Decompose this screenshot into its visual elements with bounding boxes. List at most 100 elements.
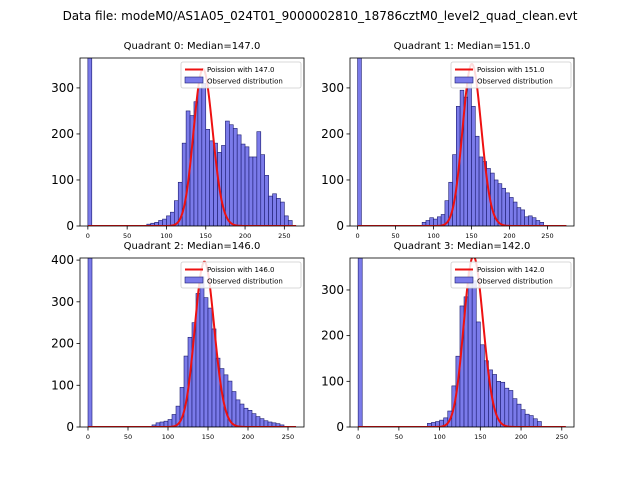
poisson-curve — [358, 258, 566, 427]
legend-poisson-label: Poission with 147.0 — [207, 66, 275, 74]
histogram-bar — [87, 258, 93, 427]
quadrant-panel-3: Quadrant 3: Median=142.0 0 50 100 150 200 250 0… — [321, 241, 575, 441]
y-tick-label: 200 — [51, 127, 74, 141]
histogram-bar — [87, 58, 93, 226]
histogram-bar — [276, 198, 281, 226]
x-tick-label: 250 — [282, 433, 294, 441]
legend: Poission with 146.0 Observed distribution — [180, 261, 302, 289]
histogram-bar — [505, 192, 510, 226]
histogram-bar — [203, 297, 209, 427]
y-tick-label: 100 — [51, 378, 74, 392]
histogram-bar — [531, 217, 537, 226]
histogram-bar — [508, 390, 514, 427]
panel-title: Quadrant 3: Median=142.0 — [394, 241, 531, 252]
histogram-bar — [240, 143, 246, 226]
histogram-bar — [520, 209, 525, 226]
histogram-bar — [255, 416, 261, 427]
histogram-bar — [357, 258, 363, 427]
y-tick-label: 400 — [51, 253, 74, 267]
histogram-bar — [524, 413, 530, 427]
histogram-bar — [252, 156, 258, 226]
quadrant-panel-1: Quadrant 1: Median=151.0 0 50 100 150 200 250 0… — [321, 41, 575, 240]
x-tick-label: 250 — [556, 433, 568, 441]
figure-title: Data file: modeM0/AS1A05_024T01_90000028… — [63, 9, 578, 23]
panel-title: Quadrant 2: Median=146.0 — [124, 241, 261, 252]
histogram-bar — [166, 215, 171, 226]
x-tick-label: 200 — [239, 232, 251, 240]
axes-frame — [79, 57, 305, 227]
histogram-bar — [170, 211, 175, 226]
histogram-bar — [539, 222, 544, 226]
histogram-bar — [524, 216, 529, 226]
x-tick-label: 50 — [395, 433, 403, 441]
y-tick-label: 200 — [51, 337, 74, 351]
y-tick-label: 300 — [321, 81, 344, 95]
histogram-bar — [516, 403, 522, 427]
x-tick-label: 200 — [515, 433, 527, 441]
y-tick-label: 200 — [321, 127, 344, 141]
quadrant-panel-0: Quadrant 0: Median=147.0 0 50 100 150 200 250 0… — [51, 41, 305, 240]
legend-poisson-label: Poission with 146.0 — [207, 266, 275, 274]
y-tick-label: 0 — [336, 420, 344, 434]
panel-title: Quadrant 0: Median=147.0 — [124, 41, 261, 52]
poisson-curve — [87, 68, 297, 226]
x-tick-label: 100 — [162, 433, 174, 441]
histogram-bar — [287, 220, 293, 226]
histogram-bar — [475, 321, 481, 427]
legend-observed-swatch — [184, 76, 204, 84]
histogram-bar — [229, 124, 234, 226]
x-tick-label: 250 — [541, 232, 553, 240]
x-tick-label: 100 — [427, 232, 439, 240]
panel-title: Quadrant 1: Median=151.0 — [394, 41, 531, 52]
histogram-bar — [162, 218, 167, 226]
histogram-bar — [509, 197, 514, 226]
panels-container: Quadrant 0: Median=147.0 0 50 100 150 200 250 0… — [51, 41, 575, 441]
histogram-bar — [437, 216, 442, 226]
x-tick-label: 150 — [202, 433, 214, 441]
histogram-bar — [243, 407, 249, 427]
histogram-bar — [471, 106, 476, 226]
histogram-bar — [528, 215, 533, 226]
histogram-bar — [537, 421, 542, 427]
histogram-bar — [467, 78, 472, 226]
legend: Poission with 151.0 Observed distribution — [450, 61, 572, 89]
y-tick-label: 0 — [336, 219, 344, 233]
histogram-bar — [197, 87, 203, 226]
x-tick-label: 50 — [124, 433, 132, 441]
legend-observed-label: Observed distribution — [207, 278, 283, 286]
histogram-bar — [256, 131, 262, 226]
y-tick-label: 100 — [321, 173, 344, 187]
x-tick-label: 250 — [278, 232, 290, 240]
y-tick-label: 0 — [66, 420, 74, 434]
legend-poisson-label: Poission with 142.0 — [477, 266, 545, 274]
histogram-bar — [232, 128, 238, 226]
legend-box — [180, 61, 302, 89]
histogram-bar — [516, 207, 522, 226]
histogram-bar — [209, 140, 214, 226]
histogram-bar — [264, 175, 269, 226]
histogram-bar — [207, 307, 213, 427]
legend: Poission with 147.0 Observed distribution — [180, 61, 302, 89]
y-tick-label: 0 — [66, 219, 74, 233]
histogram-bar — [268, 195, 273, 226]
legend-observed-swatch — [454, 276, 474, 284]
legend-box — [180, 261, 302, 289]
histogram-bar — [474, 135, 480, 226]
histogram-bar — [247, 410, 253, 427]
x-tick-label: 0 — [86, 232, 90, 240]
histogram-bar — [357, 58, 362, 226]
histogram-bar — [239, 403, 245, 427]
x-tick-label: 150 — [465, 232, 477, 240]
histogram-bar — [497, 183, 503, 226]
y-tick-label: 200 — [321, 329, 344, 343]
legend: Poission with 142.0 Observed distribution — [450, 261, 572, 289]
histogram-bar — [284, 215, 289, 226]
x-tick-label: 50 — [391, 232, 399, 240]
histogram-bar — [236, 134, 242, 226]
legend-observed-label: Observed distribution — [207, 78, 283, 86]
histogram-bar — [251, 413, 257, 427]
x-tick-label: 150 — [200, 232, 212, 240]
histogram-bar — [532, 418, 538, 427]
x-tick-label: 100 — [433, 433, 445, 441]
